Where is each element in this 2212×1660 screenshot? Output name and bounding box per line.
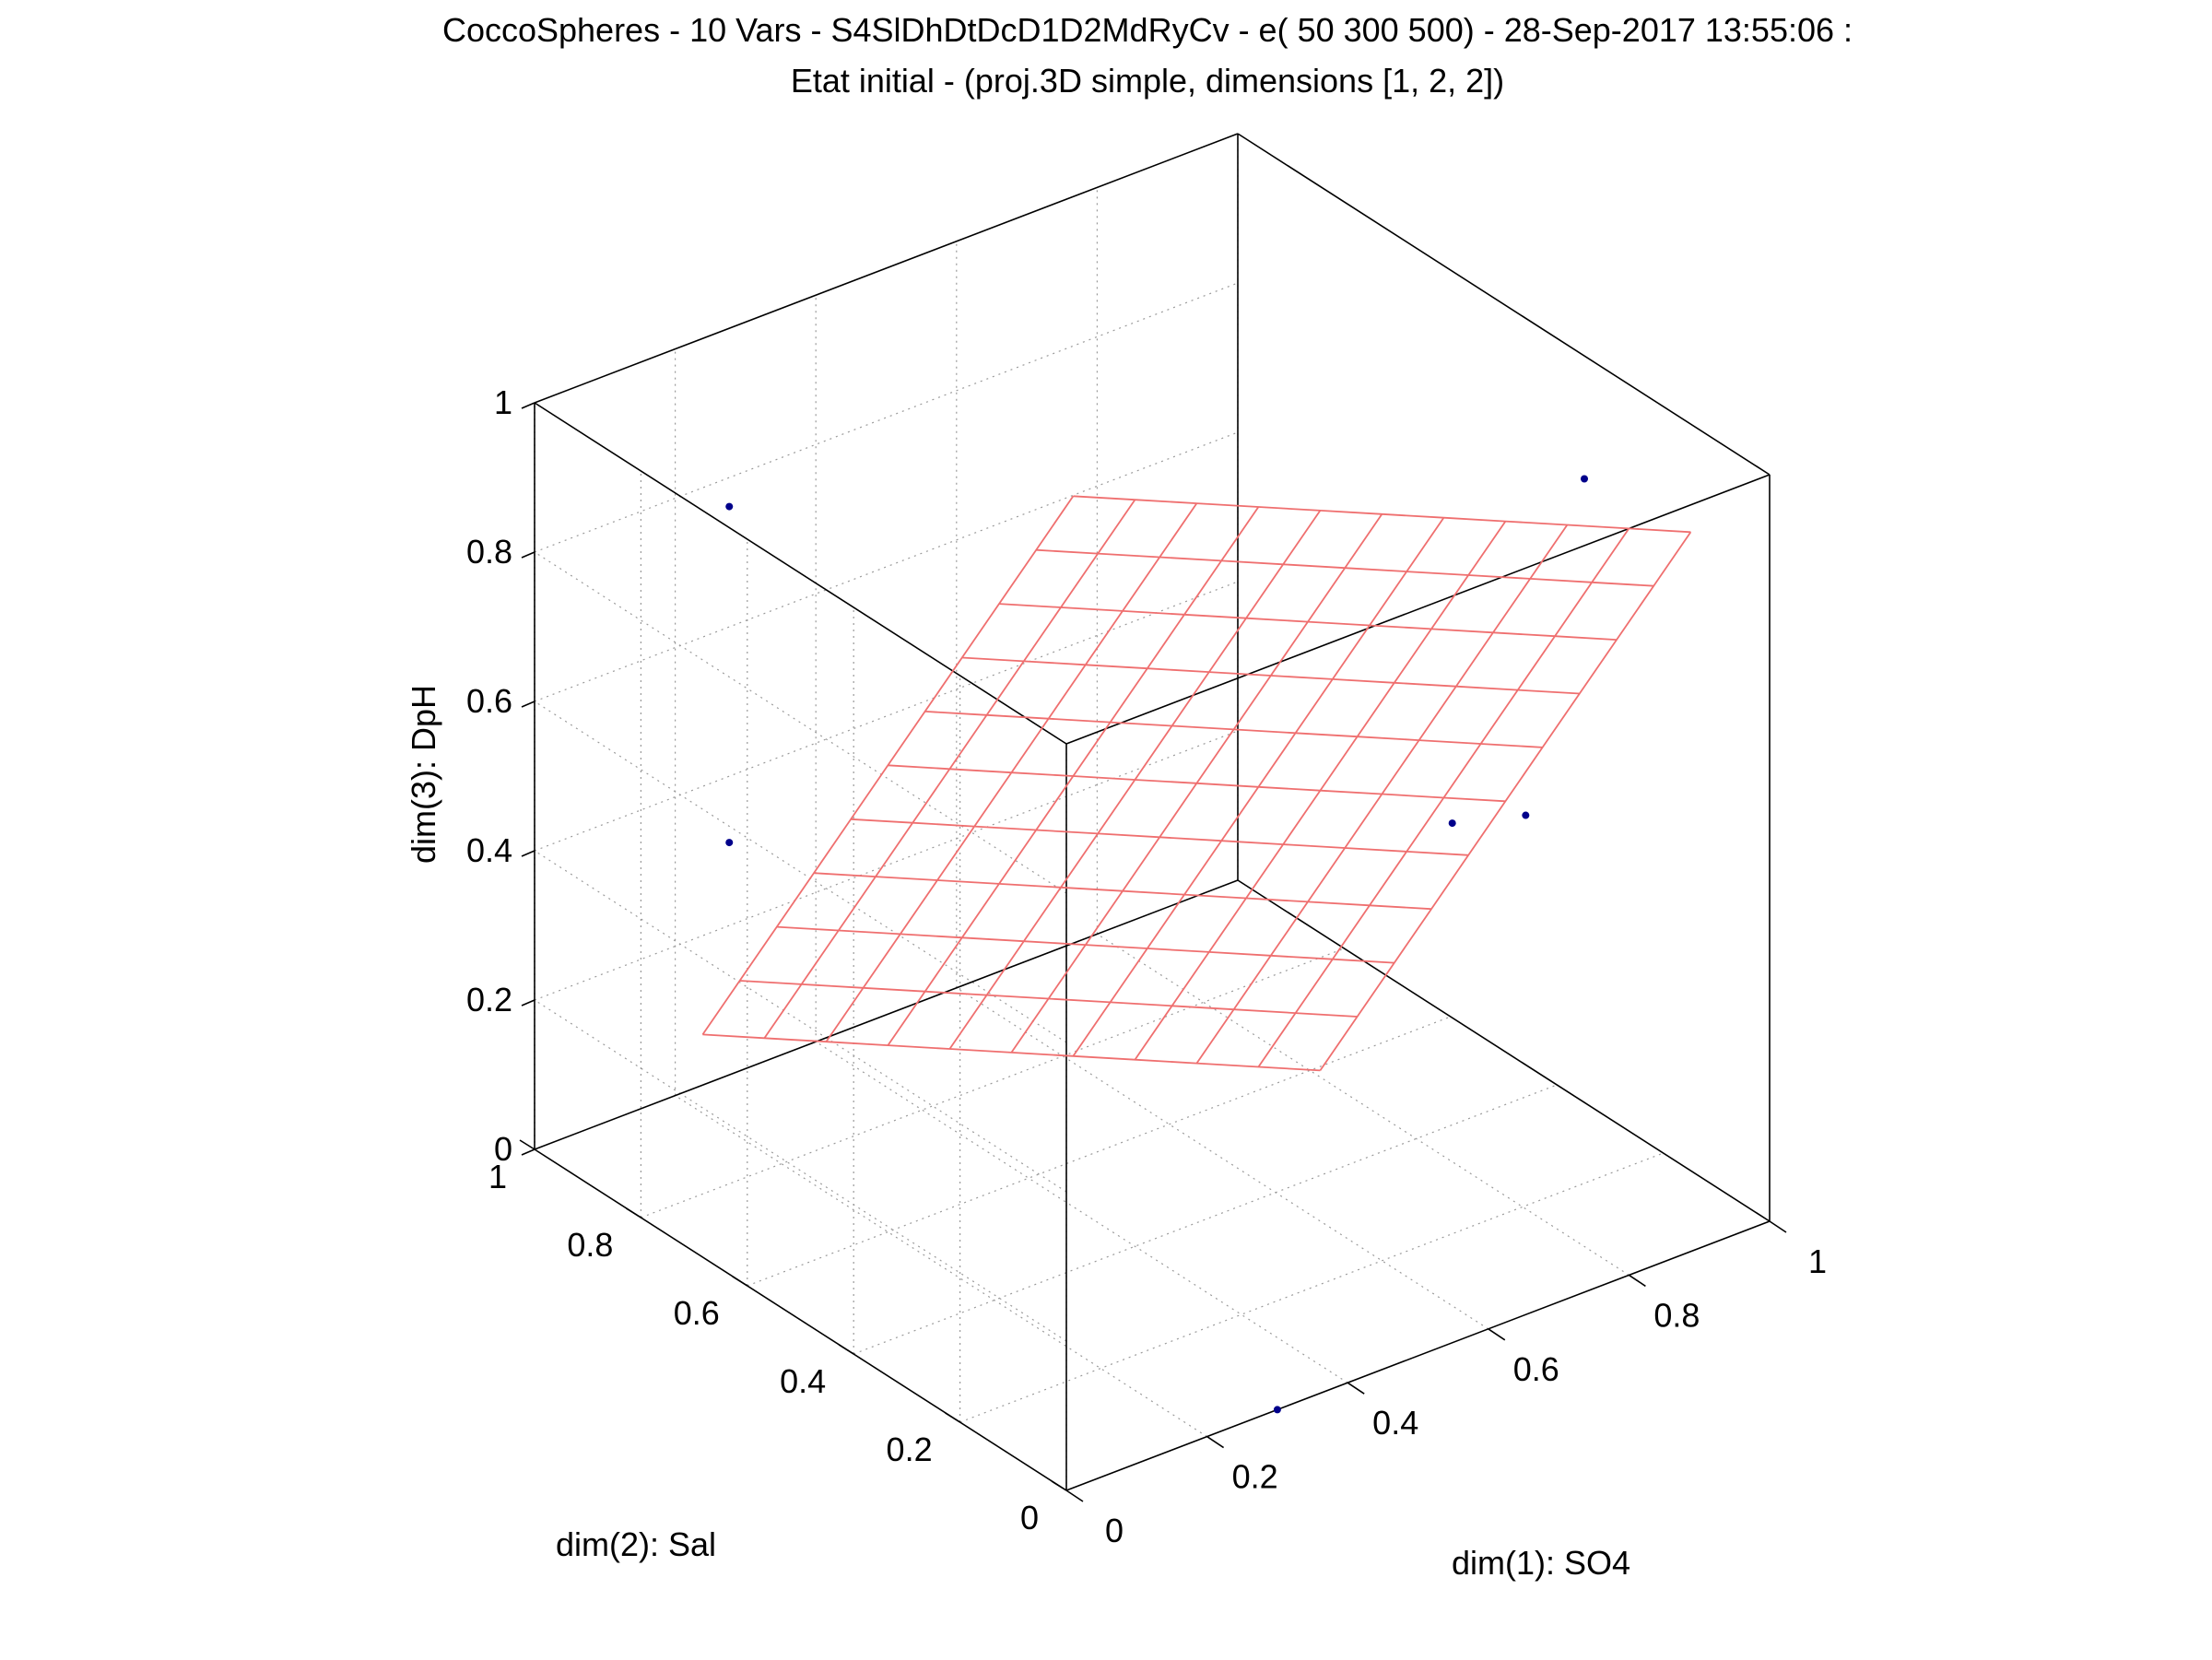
z-tick	[521, 999, 535, 1007]
mesh-line	[1319, 531, 1692, 1071]
z-tick	[521, 1148, 535, 1156]
grid-line	[534, 700, 1067, 1043]
box-edge	[1065, 474, 1771, 745]
box-edge	[534, 133, 1239, 404]
mesh-line	[948, 510, 1322, 1050]
x-axis-label: dim(1): SO4	[1452, 1544, 1630, 1582]
chart-title-line-1: CoccoSpheres - 10 Vars - S4SlDhDtDcD1D2M…	[442, 11, 1853, 49]
x-tick	[1065, 1489, 1084, 1502]
z-tick-label: 0.2	[466, 981, 512, 1018]
x-tick	[1206, 1435, 1225, 1449]
y-tick-label: 1	[488, 1158, 507, 1195]
box-edge	[534, 879, 1239, 1150]
y-axis-label: dim(2): Sal	[556, 1525, 716, 1563]
box-edge	[534, 1148, 1067, 1491]
grid-line	[534, 431, 1239, 702]
x-tick-label: 1	[1808, 1242, 1827, 1280]
z-tick	[521, 700, 535, 708]
z-tick-label: 0.8	[466, 533, 512, 571]
data-point	[1581, 475, 1588, 483]
grid-line	[534, 730, 1239, 1001]
grid-line	[641, 948, 1345, 1219]
z-tick	[521, 551, 535, 559]
grid-line	[675, 1095, 1207, 1438]
y-tick	[1051, 1480, 1067, 1491]
x-tick	[1628, 1274, 1646, 1288]
box-edge	[1237, 879, 1771, 1222]
z-axis-label: dim(3): DpH	[405, 685, 442, 864]
z-tick-label: 0.6	[466, 682, 512, 720]
y-tick	[519, 1139, 535, 1150]
x-tick-label: 0.2	[1232, 1458, 1278, 1496]
axes-box	[534, 133, 1771, 1491]
box-edge	[1065, 1220, 1771, 1491]
y-tick	[838, 1344, 854, 1355]
grid-line	[747, 1016, 1452, 1287]
data-points	[725, 475, 1588, 1414]
grid-line	[1097, 933, 1630, 1276]
grid-line	[853, 1084, 1558, 1355]
mesh-line	[701, 495, 1075, 1035]
axis-ticks: 00.20.40.60.8100.20.40.60.8100.20.40.60.…	[466, 383, 1827, 1549]
data-point	[725, 502, 734, 511]
mesh-line	[763, 499, 1136, 1039]
y-tick-label: 0	[1020, 1499, 1039, 1536]
mesh-line	[924, 711, 1543, 748]
grid-line	[534, 282, 1239, 553]
x-tick	[1488, 1328, 1506, 1341]
surface-mesh	[701, 495, 1692, 1072]
grid-line	[956, 987, 1489, 1330]
y-tick-label: 0.8	[567, 1226, 613, 1264]
mesh-line	[888, 764, 1506, 803]
x-tick-label: 0.6	[1513, 1350, 1559, 1388]
data-point	[725, 839, 734, 847]
chart-title-line-2: Etat initial - (proj.3D simple, dimensio…	[791, 62, 1504, 100]
y-tick	[625, 1207, 641, 1219]
x-tick-label: 0.8	[1653, 1296, 1700, 1334]
x-tick-label: 0.4	[1372, 1404, 1418, 1442]
mesh-line	[998, 603, 1618, 641]
mesh-line	[825, 502, 1198, 1042]
y-tick-label: 0.6	[674, 1294, 720, 1332]
mesh-line	[961, 656, 1580, 695]
mesh-line	[1073, 495, 1691, 534]
grid-line	[959, 1152, 1664, 1423]
z-tick-label: 0	[494, 1130, 512, 1168]
data-point	[1273, 1406, 1281, 1414]
z-tick-label: 0.4	[466, 831, 512, 869]
y-tick	[945, 1412, 961, 1423]
x-tick	[1769, 1220, 1787, 1233]
mesh-line	[1036, 548, 1654, 587]
x-tick	[1347, 1382, 1365, 1395]
z-tick	[521, 850, 535, 857]
grid-line	[534, 581, 1239, 852]
data-point	[1448, 819, 1456, 828]
data-point	[1522, 811, 1530, 819]
x-tick-label: 0	[1105, 1512, 1124, 1549]
y-tick	[732, 1276, 748, 1287]
grid-lines	[534, 133, 1771, 1491]
box-edge	[534, 402, 1067, 745]
mesh-line	[887, 506, 1260, 1046]
y-tick-label: 0.4	[780, 1362, 826, 1400]
box-edge	[1237, 133, 1771, 476]
y-tick-label: 0.2	[887, 1430, 933, 1468]
z-tick	[521, 402, 535, 409]
grid-line	[815, 1041, 1348, 1383]
z-tick-label: 1	[494, 383, 512, 421]
grid-line	[534, 551, 1067, 894]
